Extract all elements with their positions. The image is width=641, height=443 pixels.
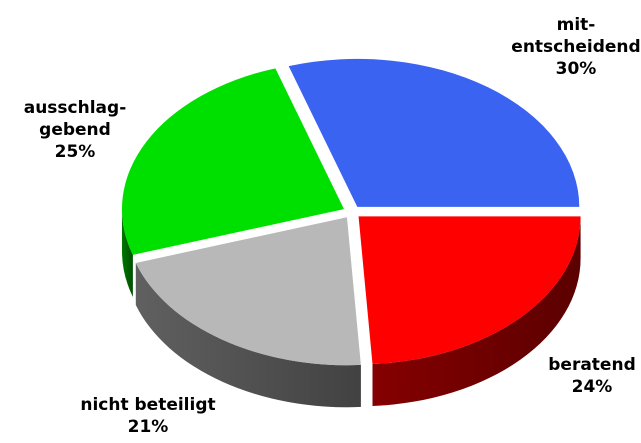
slice-side-shade	[121, 209, 133, 297]
pie-tops	[121, 58, 581, 366]
slice	[121, 68, 344, 255]
pie-walls	[121, 209, 581, 408]
slice	[288, 58, 580, 207]
slice-side-shade	[372, 216, 581, 407]
label-line: mit-	[557, 15, 596, 35]
label-line: beratend	[548, 355, 635, 375]
label-line: nicht beteiligt	[80, 395, 215, 415]
slice-value-label: 21%	[128, 417, 169, 437]
slice-label: beratend	[548, 355, 635, 375]
label-line: gebend	[39, 120, 111, 140]
slice-label: nicht beteiligt	[80, 395, 215, 415]
slice-side-shade	[135, 262, 361, 408]
slice-label: ausschlag-gebend	[24, 98, 127, 140]
label-line: entscheidend	[511, 37, 640, 57]
slice-value-label: 25%	[55, 142, 96, 162]
slice-value-label: 24%	[572, 377, 613, 397]
slice-value-label: 30%	[556, 59, 597, 79]
slice-label: mit-entscheidend	[511, 15, 640, 57]
slice	[135, 217, 361, 366]
slice	[358, 216, 581, 365]
label-line: ausschlag-	[24, 98, 127, 118]
